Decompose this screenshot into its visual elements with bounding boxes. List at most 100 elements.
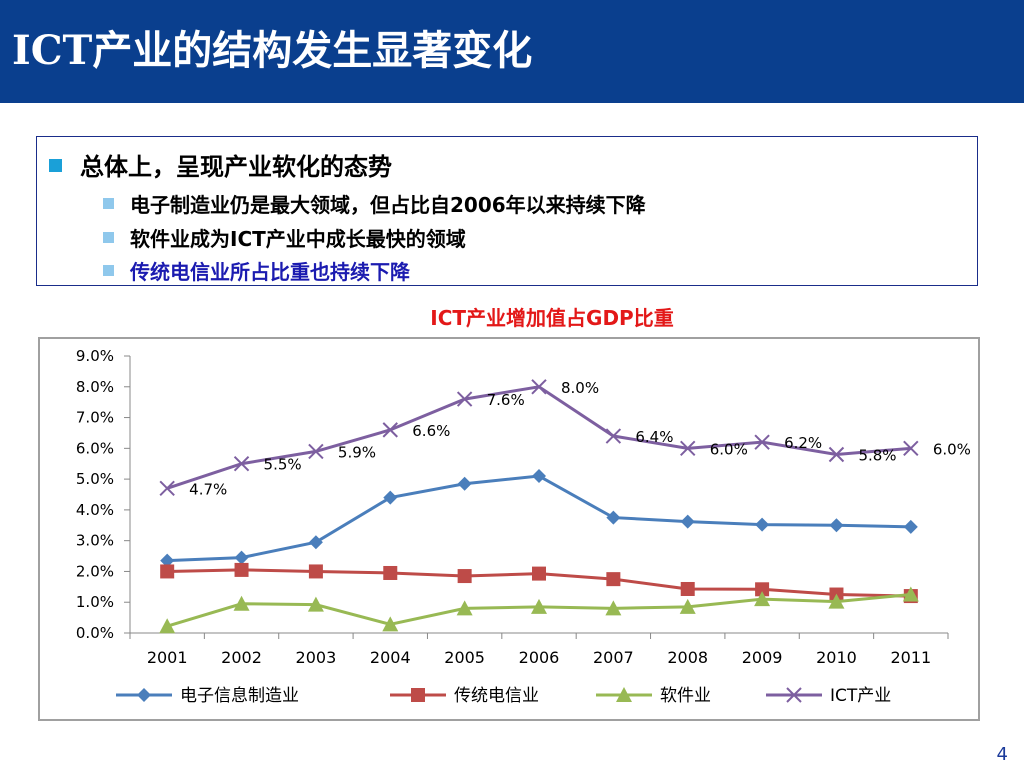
data-point: [383, 565, 398, 580]
data-label: 6.6%: [412, 422, 450, 440]
x-tick-label: 2004: [370, 648, 411, 667]
data-point: [456, 600, 473, 616]
data-point: [902, 586, 919, 602]
x-tick-label: 2001: [147, 648, 188, 667]
legend-marker: [616, 687, 632, 702]
title-bar: ICT产业的结构发生显著变化: [0, 0, 1024, 103]
data-point: [605, 600, 622, 616]
y-tick-label: 2.0%: [76, 562, 114, 580]
data-point: [903, 440, 919, 457]
page-number: 4: [996, 744, 1008, 765]
data-point: [531, 598, 547, 614]
y-tick-label: 1.0%: [76, 593, 114, 611]
legend-label: 传统电信业: [454, 686, 539, 706]
data-point: [606, 510, 621, 525]
data-point: [457, 476, 472, 491]
x-tick-label: 2003: [296, 648, 337, 667]
sub-bullet-square-icon: [103, 198, 114, 209]
data-label: 6.0%: [933, 440, 971, 458]
bullet-main-text: 总体上，呈现产业软化的态势: [80, 153, 392, 181]
data-point: [233, 595, 250, 611]
line-chart: 0.0% 1.0% 2.0% 3.0% 4.0% 5.0% 6.0% 7.0% 8.0% 9.0%…: [76, 347, 971, 706]
x-tick-label: 2005: [444, 648, 485, 667]
data-point: [159, 618, 176, 634]
data-point: [382, 422, 398, 438]
data-point: [828, 593, 845, 609]
data-point: [234, 550, 249, 565]
data-point: [754, 434, 770, 450]
data-label: 4.7%: [189, 480, 227, 498]
data-point: [532, 469, 546, 484]
data-label: 7.6%: [487, 391, 525, 409]
bullet-box: 总体上，呈现产业软化的态势 电子制造业仍是最大领域，但占比自2006年以来持续下…: [36, 136, 978, 286]
data-point: [903, 519, 918, 534]
chart-title: ICT产业增加值占GDP比重: [430, 306, 674, 330]
y-tick-label: 8.0%: [76, 378, 114, 396]
data-label: 8.0%: [561, 379, 599, 397]
data-point: [382, 616, 399, 632]
data-point: [680, 440, 696, 457]
data-label: 5.9%: [338, 443, 376, 461]
x-tick-label: 2011: [890, 648, 931, 667]
data-point: [383, 490, 398, 505]
data-point: [605, 428, 622, 444]
data-point: [159, 480, 175, 497]
data-point: [456, 391, 473, 407]
legend-label: ICT产业: [830, 686, 891, 706]
sub-bullet-text: 传统电信业所占比重也持续下降: [130, 260, 410, 284]
sub-bullet-1: 电子制造业仍是最大领域，但占比自2006年以来持续下降: [103, 189, 646, 218]
data-point: [680, 514, 695, 529]
sub-bullet-square-icon: [103, 265, 114, 276]
x-tick-label: 2007: [593, 648, 634, 667]
legend-marker: [786, 687, 802, 703]
data-label: 5.8%: [858, 446, 896, 464]
data-point: [308, 443, 324, 460]
y-tick-label: 6.0%: [76, 439, 114, 457]
legend-marker: [411, 688, 425, 702]
data-point: [234, 562, 249, 577]
data-point: [679, 598, 696, 614]
bullet-main: 总体上，呈现产业软化的态势: [49, 147, 392, 182]
y-tick-label: 3.0%: [76, 532, 114, 550]
legend-label: 电子信息制造业: [180, 686, 299, 706]
x-tick-label: 2006: [519, 648, 560, 667]
data-point: [680, 581, 695, 596]
data-label: 6.4%: [635, 428, 673, 446]
data-point: [233, 456, 250, 472]
data-point: [829, 518, 844, 533]
data-point: [308, 535, 323, 550]
data-point: [828, 446, 845, 463]
data-point: [160, 564, 175, 579]
x-tick-label: 2009: [742, 648, 783, 667]
y-tick-label: 9.0%: [76, 347, 114, 365]
data-point: [754, 591, 771, 607]
data-point: [160, 553, 175, 568]
data-point: [606, 572, 621, 587]
y-tick-label: 4.0%: [76, 501, 114, 519]
data-point: [308, 564, 323, 579]
data-point: [532, 566, 546, 581]
x-tick-label: 2010: [816, 648, 857, 667]
data-point: [307, 596, 324, 612]
series-line-0: [167, 474, 911, 563]
data-point: [531, 379, 547, 395]
slide-title: ICT产业的结构发生显著变化: [12, 27, 533, 74]
sub-bullet-3: 传统电信业所占比重也持续下降: [103, 256, 410, 285]
data-point: [755, 582, 770, 597]
sub-bullet-2: 软件业成为ICT产业中成长最快的领域: [103, 223, 466, 252]
y-tick-label: 5.0%: [76, 470, 114, 488]
legend-marker: [137, 688, 151, 702]
sub-bullet-text: 软件业成为ICT产业中成长最快的领域: [130, 227, 466, 251]
x-tick-label: 2008: [667, 648, 708, 667]
data-point: [457, 569, 472, 584]
data-label: 6.0%: [710, 440, 748, 458]
legend-label: 软件业: [660, 686, 711, 706]
x-tick-label: 2002: [221, 648, 262, 667]
y-tick-label: 0.0%: [76, 624, 114, 642]
chart-frame: [38, 337, 980, 721]
data-point: [755, 517, 770, 532]
y-tick-label: 7.0%: [76, 409, 114, 427]
data-label: 5.5%: [264, 456, 302, 474]
sub-bullet-square-icon: [103, 232, 114, 243]
data-label: 6.2%: [784, 434, 822, 452]
